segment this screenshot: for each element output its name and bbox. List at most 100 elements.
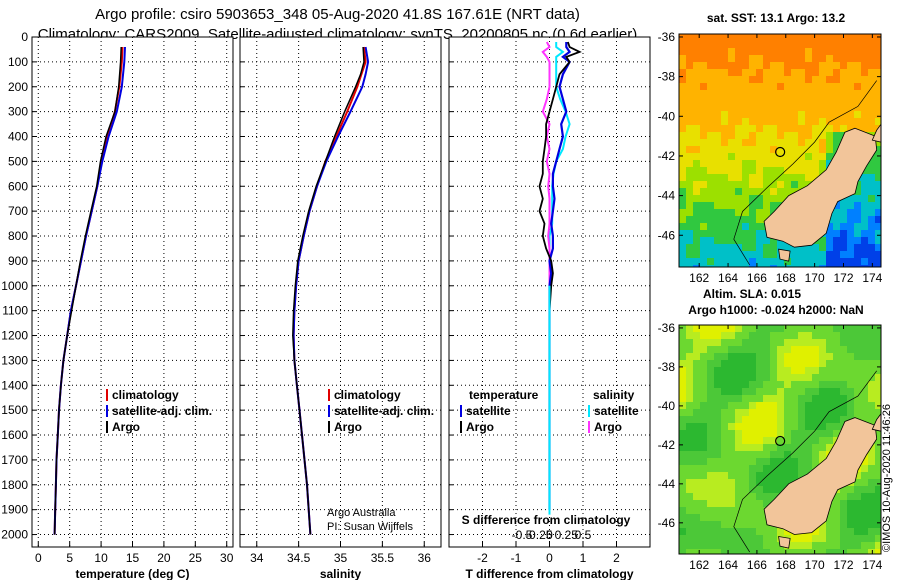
map-cell [749, 195, 756, 202]
map-cell [770, 146, 777, 153]
map-cell [798, 535, 805, 542]
map-cell [693, 41, 700, 48]
map-cell [721, 437, 728, 444]
map-cell [833, 395, 840, 402]
map-cell [749, 62, 756, 69]
map-cell [686, 111, 693, 118]
map-cell [833, 125, 840, 132]
map-cell [693, 549, 700, 554]
map-cell [686, 360, 693, 367]
map-cell [756, 430, 763, 437]
map-cell [861, 188, 868, 195]
map-cell [679, 69, 686, 76]
map-cell [693, 381, 700, 388]
map-cell [875, 500, 881, 507]
map-cell [847, 409, 854, 416]
map-cell [770, 416, 777, 423]
map-cell [749, 535, 756, 542]
map-cell [749, 174, 756, 181]
map-cell [742, 97, 749, 104]
map-cell [826, 97, 833, 104]
map-cell [861, 237, 868, 244]
map-cell [686, 48, 693, 55]
map-cell [875, 167, 881, 174]
map-cell [819, 62, 826, 69]
map-cell [728, 97, 735, 104]
map-cell [700, 346, 707, 353]
map-cell [875, 542, 881, 549]
map-cell [770, 367, 777, 374]
map-cell [700, 69, 707, 76]
map-cell [721, 251, 728, 258]
map-cell [742, 195, 749, 202]
map-cell [770, 409, 777, 416]
map-cell [721, 500, 728, 507]
south-island-land [763, 417, 878, 535]
map-cell [700, 409, 707, 416]
map-cell [763, 367, 770, 374]
map-cell [763, 132, 770, 139]
map-cell [875, 437, 881, 444]
map-cell [854, 69, 861, 76]
map-cell [763, 472, 770, 479]
map-cell [847, 395, 854, 402]
map-cell [868, 209, 875, 216]
map-cell [777, 381, 784, 388]
map-cell [875, 458, 881, 465]
map-cell [756, 493, 763, 500]
map-cell [756, 332, 763, 339]
map-cell [854, 521, 861, 528]
map-cell [728, 409, 735, 416]
temperature-line-2 [53, 46, 122, 535]
map-cell [875, 325, 881, 332]
map-cell [686, 244, 693, 251]
map-cell [819, 167, 826, 174]
map-cell [735, 535, 742, 542]
map-cell [875, 237, 881, 244]
x-tick-label: 2 [613, 551, 620, 565]
map-cell [812, 423, 819, 430]
map-cell [707, 402, 714, 409]
map-cell [805, 388, 812, 395]
map-cell [756, 160, 763, 167]
map-cell [756, 535, 763, 542]
map-cell [749, 244, 756, 251]
map-cell [714, 479, 721, 486]
map-cell [728, 258, 735, 265]
map-cell [777, 139, 784, 146]
map-cell [700, 209, 707, 216]
map-cell [833, 55, 840, 62]
map-cell [693, 34, 700, 41]
map-cell [686, 430, 693, 437]
stewart-island-land [778, 536, 791, 549]
map-cell [707, 486, 714, 493]
map-cell [749, 458, 756, 465]
map-cell [679, 223, 686, 230]
map-cell [798, 34, 805, 41]
map-cell [735, 34, 742, 41]
map-cell [756, 458, 763, 465]
map-cell [756, 202, 763, 209]
map-cell [756, 90, 763, 97]
map-cell [700, 367, 707, 374]
map-cell [700, 223, 707, 230]
map-cell [749, 388, 756, 395]
map-cell [791, 76, 798, 83]
map-cell [721, 549, 728, 554]
map-cell [721, 374, 728, 381]
map-cell [805, 167, 812, 174]
map-cell [742, 209, 749, 216]
map-cell [700, 97, 707, 104]
map-cell [784, 409, 791, 416]
map-cell [693, 388, 700, 395]
map-cell [826, 549, 833, 554]
map-cell [875, 97, 881, 104]
map-cell [805, 48, 812, 55]
map-cell [763, 325, 770, 332]
map-cell [707, 153, 714, 160]
map-cell [679, 195, 686, 202]
map-cell [777, 402, 784, 409]
map-cell [756, 367, 763, 374]
map-cell [700, 111, 707, 118]
map-cell [875, 451, 881, 458]
